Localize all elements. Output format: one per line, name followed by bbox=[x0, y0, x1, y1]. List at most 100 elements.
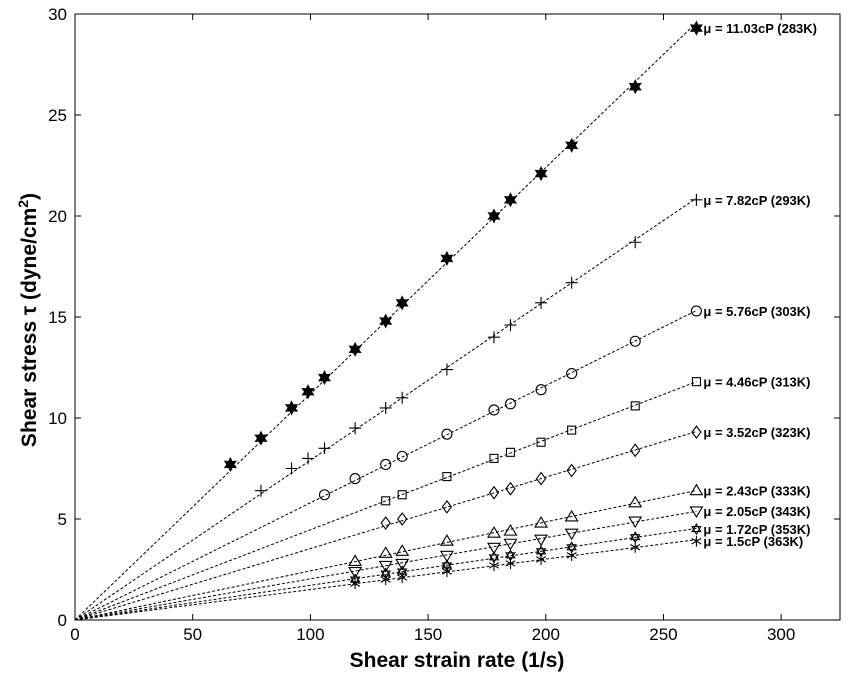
data-point bbox=[503, 538, 518, 551]
data-point-part bbox=[629, 531, 641, 541]
axes: 0 50 100 150 200 250 300 0 5 10 15 20 25 30 bbox=[48, 5, 841, 644]
data-point bbox=[565, 276, 578, 289]
data-point bbox=[254, 430, 268, 446]
data-point bbox=[628, 79, 642, 95]
data-point bbox=[534, 534, 549, 547]
data-point-part bbox=[380, 570, 391, 580]
data-point bbox=[395, 558, 410, 571]
x-tick-label: 250 bbox=[649, 625, 677, 644]
data-point bbox=[689, 483, 704, 496]
data-point-part bbox=[396, 568, 408, 578]
y-tick-label: 20 bbox=[48, 207, 67, 226]
data-point bbox=[535, 296, 548, 309]
series-8: μ = 1.72cP (353K) bbox=[74, 522, 811, 621]
data-point bbox=[503, 524, 518, 536]
data-point bbox=[505, 481, 516, 496]
data-point bbox=[349, 422, 362, 435]
data-point bbox=[536, 553, 547, 565]
series-2: μ = 7.82cP (293K) bbox=[74, 193, 811, 621]
y-tick-label: 15 bbox=[48, 308, 67, 327]
data-point bbox=[630, 541, 641, 553]
data-point-part bbox=[488, 551, 500, 561]
data-point bbox=[397, 490, 407, 500]
data-point bbox=[380, 516, 391, 530]
data-point bbox=[440, 363, 453, 376]
data-point bbox=[488, 551, 500, 564]
series-label: μ = 4.46cP (313K) bbox=[703, 375, 810, 390]
data-point bbox=[628, 495, 643, 508]
data-point bbox=[284, 400, 299, 416]
data-point bbox=[564, 509, 579, 522]
data-point-part bbox=[629, 534, 641, 544]
data-point bbox=[440, 250, 454, 266]
data-point bbox=[302, 452, 315, 465]
y-axis-title-main: Shear stress τ (dyne/cm bbox=[18, 208, 41, 447]
data-point bbox=[487, 526, 501, 538]
y-axis-title: Shear stress τ (dyne/cm2) bbox=[15, 193, 41, 447]
data-point bbox=[628, 516, 643, 529]
data-point bbox=[395, 295, 409, 311]
data-point bbox=[629, 236, 642, 249]
data-point bbox=[630, 401, 640, 411]
data-point bbox=[566, 463, 577, 478]
series-7: μ = 2.05cP (343K) bbox=[74, 504, 811, 621]
y-tick-label: 10 bbox=[48, 409, 67, 428]
data-point bbox=[348, 341, 362, 357]
x-tick-label: 200 bbox=[532, 625, 560, 644]
data-point bbox=[564, 528, 579, 541]
data-point bbox=[488, 559, 500, 571]
data-point bbox=[441, 428, 453, 440]
x-axis-title: Shear strain rate (1/s) bbox=[350, 649, 565, 672]
data-point bbox=[380, 574, 391, 586]
data-point bbox=[566, 368, 578, 380]
data-point-part bbox=[691, 522, 702, 533]
data-point bbox=[505, 549, 516, 562]
series-9: μ = 1.5cP (363K) bbox=[74, 534, 803, 621]
data-point bbox=[535, 384, 547, 396]
data-point bbox=[566, 541, 577, 554]
series-label: μ = 1.72cP (353K) bbox=[703, 522, 810, 537]
data-point-part bbox=[566, 544, 577, 554]
data-point-part bbox=[505, 549, 516, 559]
series-label: μ = 1.5cP (363K) bbox=[703, 534, 803, 549]
data-point bbox=[397, 572, 408, 584]
series-1: μ = 11.03cP (283K) bbox=[74, 20, 817, 621]
data-point-part bbox=[505, 552, 516, 562]
data-point bbox=[379, 401, 392, 414]
data-point bbox=[689, 20, 703, 36]
data-point bbox=[350, 578, 361, 590]
data-point bbox=[691, 522, 702, 536]
data-point bbox=[317, 370, 332, 386]
series-label: μ = 7.82cP (293K) bbox=[703, 193, 810, 208]
data-point bbox=[318, 489, 331, 501]
data-point bbox=[487, 208, 501, 224]
data-point bbox=[691, 425, 702, 440]
data-point bbox=[535, 471, 547, 486]
series-label: μ = 5.76cP (303K) bbox=[703, 304, 810, 319]
data-point bbox=[285, 462, 298, 475]
data-point bbox=[301, 384, 315, 400]
data-point bbox=[630, 443, 641, 458]
data-point bbox=[565, 137, 579, 153]
data-point bbox=[441, 566, 452, 578]
data-point bbox=[690, 193, 703, 206]
data-point bbox=[396, 391, 409, 404]
series-label: μ = 11.03cP (283K) bbox=[703, 21, 817, 36]
data-point-part bbox=[691, 526, 702, 536]
plot-area: μ = 11.03cP (283K) μ = 7.82cP (293K) μ = 5… bbox=[74, 20, 817, 621]
series-label: μ = 2.05cP (343K) bbox=[703, 504, 810, 519]
data-point bbox=[380, 458, 392, 471]
x-tick-label: 150 bbox=[414, 625, 442, 644]
data-point bbox=[378, 546, 393, 558]
data-point bbox=[441, 499, 453, 514]
data-point bbox=[348, 554, 363, 566]
x-tick-label: 300 bbox=[767, 625, 795, 644]
y-tick-label: 5 bbox=[58, 510, 67, 529]
data-point-part bbox=[349, 576, 361, 586]
data-point bbox=[629, 531, 641, 544]
data-point bbox=[566, 549, 577, 561]
data-point bbox=[690, 305, 702, 317]
data-point bbox=[504, 398, 517, 410]
fit-line bbox=[74, 510, 697, 621]
data-point bbox=[504, 319, 517, 332]
